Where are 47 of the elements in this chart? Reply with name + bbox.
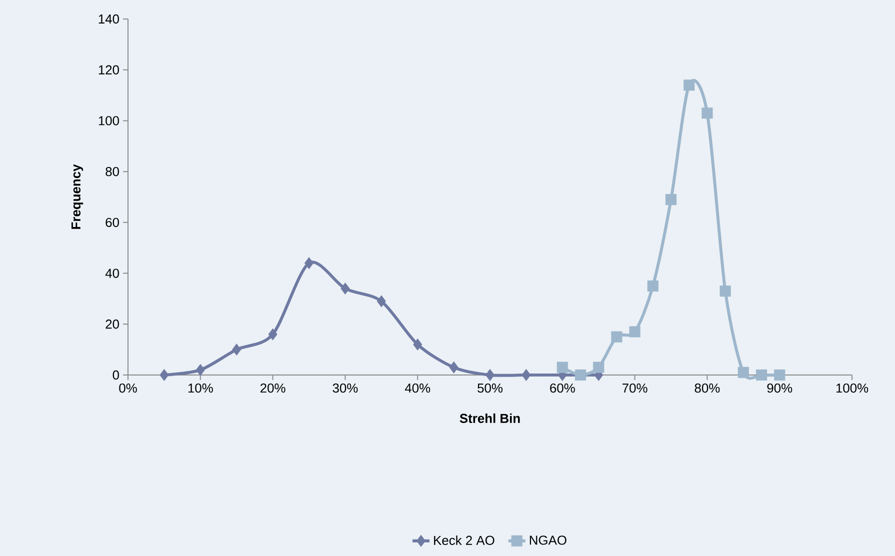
x-tick-label: 40% bbox=[404, 383, 430, 393]
x-axis-title: Strehl Bin bbox=[460, 413, 520, 423]
x-tick-label: 20% bbox=[260, 383, 286, 393]
point bbox=[665, 194, 677, 206]
point bbox=[413, 338, 422, 351]
point bbox=[522, 368, 531, 382]
y-tick-label: 0 bbox=[112, 370, 119, 380]
point bbox=[702, 108, 713, 119]
y-tick-label: 100 bbox=[98, 116, 119, 126]
point bbox=[611, 331, 622, 342]
point bbox=[196, 364, 205, 376]
point bbox=[449, 361, 458, 374]
point bbox=[720, 286, 731, 297]
x-tick-label: 90% bbox=[767, 383, 792, 393]
point bbox=[268, 328, 278, 340]
y-tick-label: 60 bbox=[106, 218, 119, 228]
x-tick-label: 0% bbox=[119, 383, 137, 393]
point bbox=[574, 369, 586, 381]
point bbox=[232, 344, 242, 356]
point bbox=[593, 362, 604, 373]
point bbox=[556, 362, 568, 373]
point bbox=[485, 368, 495, 382]
x-tick-label: 70% bbox=[622, 383, 648, 393]
x-tick-label: 60% bbox=[550, 383, 575, 393]
x-tick-label: 10% bbox=[188, 383, 213, 393]
point bbox=[774, 369, 786, 381]
point bbox=[629, 326, 640, 338]
y-tick-label: 120 bbox=[98, 65, 119, 74]
legend-label: NGAO bbox=[530, 536, 566, 545]
point bbox=[684, 80, 695, 91]
x-tick-label: 100% bbox=[836, 383, 868, 393]
point bbox=[160, 368, 169, 382]
x-tick-label: 30% bbox=[332, 383, 358, 393]
legend-label: Keck 2 AO bbox=[434, 535, 494, 545]
point bbox=[340, 282, 350, 295]
point bbox=[647, 280, 658, 292]
point bbox=[376, 295, 386, 308]
x-tick-label: 50% bbox=[478, 383, 503, 393]
x-tick-label: 80% bbox=[694, 383, 720, 393]
y-tick-label: 80 bbox=[106, 166, 119, 176]
y-tick-label: 140 bbox=[98, 14, 119, 24]
y-tick-label: 20 bbox=[106, 320, 119, 329]
point bbox=[756, 369, 768, 381]
point bbox=[738, 366, 749, 378]
y-tick-label: 40 bbox=[105, 268, 119, 278]
point bbox=[304, 257, 314, 270]
y-axis-title: Frequency bbox=[71, 164, 84, 229]
